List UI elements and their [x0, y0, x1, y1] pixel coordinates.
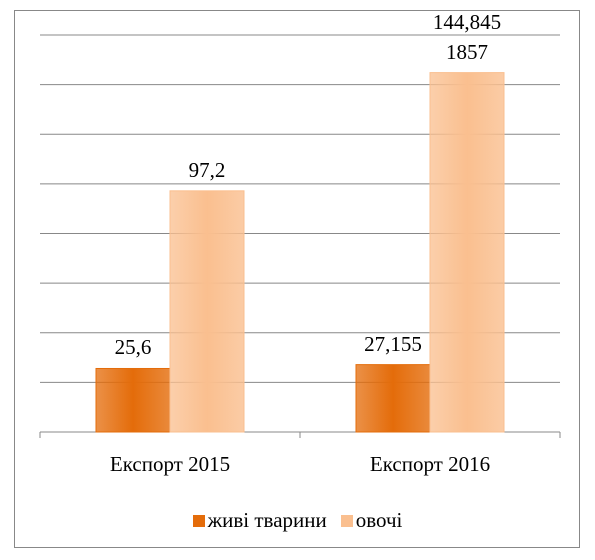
- data-label: 97,2: [188, 157, 226, 182]
- legend-swatch: [192, 514, 205, 527]
- legend-item: овочі: [340, 508, 403, 533]
- legend-label: живі тварини: [207, 508, 327, 532]
- bar: [169, 190, 245, 433]
- bar: [355, 364, 431, 433]
- legend-item: живі тварини: [192, 508, 327, 533]
- legend: живі тварини овочі: [0, 508, 595, 533]
- legend-swatch: [340, 514, 353, 527]
- x-tick-label: Експорт 2015: [109, 452, 231, 476]
- bar: [95, 367, 171, 433]
- data-label: 25,6: [114, 335, 152, 360]
- legend-label: овочі: [355, 508, 403, 532]
- bar: [429, 72, 505, 433]
- chart-frame: [14, 10, 580, 548]
- data-label: 27,155: [364, 331, 422, 356]
- data-label: 144,8451857: [432, 9, 502, 64]
- x-tick-label: Експорт 2016: [369, 452, 491, 476]
